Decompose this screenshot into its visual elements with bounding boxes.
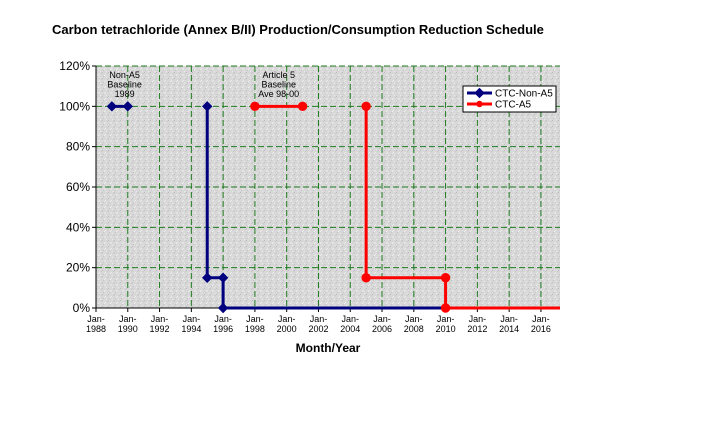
data-point [250,101,260,112]
data-point [106,101,118,112]
data-point [440,303,451,313]
x-tick-label: 1992 [150,324,170,334]
y-tick-label: 60% [66,180,90,194]
series-ctc-non-a5 [106,101,560,314]
y-tick-label: 80% [66,140,90,154]
data-point [217,302,229,314]
x-tick-label: 2008 [404,324,424,334]
data-point [361,273,371,283]
legend-label: CTC-A5 [495,100,532,111]
annotation-text: Non-A5 [109,70,140,80]
annotation-text: Baseline [261,80,296,90]
x-tick-label: Jan- [119,314,137,324]
x-tick-label: Jan- [310,314,328,324]
x-tick-label: Jan- [341,314,359,324]
x-tick-label: 1996 [213,324,233,334]
annotation-text: Ave 98-00 [258,89,299,99]
x-tick-label: 1994 [181,324,201,334]
x-tick-label: Jan- [469,314,487,324]
x-tick-label: 2000 [277,324,297,334]
legend-label: CTC-Non-A5 [495,89,553,100]
x-tick-label: Jan- [532,314,550,324]
series-ctc-a5 [250,101,560,313]
chart-title: Carbon tetrachloride (Annex B/II) Produc… [52,22,544,37]
y-tick-label: 20% [66,261,90,275]
x-tick-label: 1988 [86,324,106,334]
legend-marker [476,100,483,108]
annotation-text: Baseline [107,80,142,90]
x-tick-label: Jan- [214,314,232,324]
x-tick-label: Jan- [405,314,423,324]
y-tick-label: 100% [59,99,90,113]
data-point [297,101,308,112]
x-tick-label: Jan- [278,314,296,324]
annotation-text: 1989 [115,89,135,99]
x-tick-label: 2012 [467,324,487,334]
x-axis-ticks: Jan-1988Jan-1990Jan-1992Jan-1994Jan-1996… [86,308,551,334]
y-axis-ticks: 0% 20% 40% 60% 80% 100% 120% [59,59,96,315]
x-tick-label: 2004 [340,324,360,334]
x-tick-label: Jan- [246,314,264,324]
y-tick-label: 0% [73,301,91,315]
x-tick-label: 2016 [531,324,551,334]
series [106,101,560,314]
x-tick-label: 1998 [245,324,265,334]
legend-marker [474,87,485,99]
data-point [440,273,451,283]
x-tick-label: Jan- [183,314,201,324]
x-tick-label: Jan- [151,314,169,324]
data-point [202,101,213,112]
x-tick-label: 1990 [118,324,138,334]
x-tick-label: 2010 [436,324,456,334]
annotation-text: Article 5 [262,70,295,80]
x-tick-label: 2014 [499,324,519,334]
x-tick-label: 2002 [308,324,328,334]
x-tick-label: Jan- [500,314,518,324]
data-point [122,101,133,112]
x-tick-label: Jan- [87,314,105,324]
x-axis-title: Month/Year [296,341,361,355]
x-tick-label: Jan- [437,314,455,324]
x-tick-label: 2006 [372,324,392,334]
x-tick-label: Jan- [373,314,391,324]
data-point [217,272,229,283]
y-tick-label: 120% [59,59,90,73]
data-point [361,101,371,112]
data-point [202,272,213,283]
y-tick-label: 40% [66,220,90,234]
